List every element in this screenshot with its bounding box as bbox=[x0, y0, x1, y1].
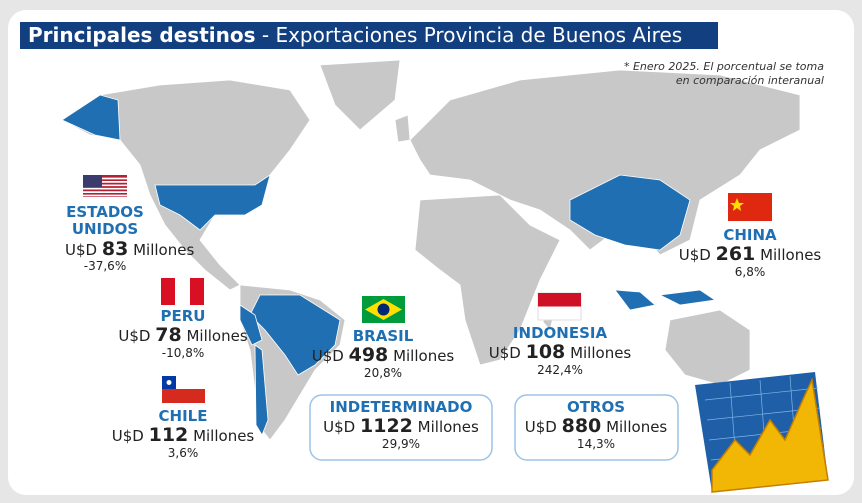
destination-change: -10,8% bbox=[161, 346, 205, 361]
note-line: * Enero 2025. El porcentual se toma bbox=[623, 60, 824, 73]
note: * Enero 2025. El porcentual se toma en co… bbox=[624, 60, 824, 89]
currency: U$D bbox=[65, 240, 98, 259]
destination-value: U$D 83 Millones bbox=[65, 237, 194, 261]
unit: Millones bbox=[193, 427, 255, 446]
destination-value: U$D 1122 Millones bbox=[323, 415, 479, 438]
title-bold: Principales destinos bbox=[28, 23, 256, 47]
destination-label: INDONESIA U$D 108 Millones 242,4% bbox=[488, 324, 632, 378]
destination-label: CHILE U$D 112 Millones 3,6% bbox=[111, 407, 255, 461]
highlighted-countries bbox=[61, 94, 717, 436]
destination-change: -37,6% bbox=[83, 259, 127, 274]
box bbox=[514, 394, 679, 461]
destination-label: BRASIL U$D 498 Millones 20,8% bbox=[311, 327, 455, 381]
destination-name: BRASIL bbox=[352, 327, 414, 345]
unit: Millones bbox=[760, 246, 822, 265]
destination-label: CHINA U$D 261 Millones 6,8% bbox=[678, 226, 822, 280]
currency: U$D bbox=[488, 344, 521, 363]
unit: Millones bbox=[393, 347, 455, 366]
destination-name: OTROS bbox=[566, 398, 626, 416]
unit: Millones bbox=[417, 418, 479, 437]
destination-change: 6,8% bbox=[734, 265, 766, 280]
destination-name: ESTADOS UNIDOS bbox=[66, 203, 144, 239]
destination-name: CHINA bbox=[723, 226, 777, 244]
unit: Millones bbox=[570, 344, 632, 363]
unit: Millones bbox=[186, 327, 248, 346]
destination-name: PERU bbox=[160, 307, 206, 325]
destination-name: INDONESIA bbox=[512, 324, 608, 342]
currency: U$D bbox=[678, 246, 711, 265]
destination-name: CHILE bbox=[158, 407, 208, 425]
destination-name: INDETERMINADO bbox=[329, 398, 473, 416]
destination-value: U$D 880 Millones bbox=[524, 415, 668, 438]
destination-change: 14,3% bbox=[576, 437, 616, 452]
destination-label: INDETERMINADO U$D 1122 Millones 29,9% bbox=[323, 398, 479, 452]
destination-value: U$D 112 Millones bbox=[111, 424, 255, 447]
destination-change: 3,6% bbox=[167, 446, 199, 461]
destination-value: U$D 108 Millones bbox=[488, 341, 632, 364]
destination-value: U$D 498 Millones bbox=[311, 344, 455, 367]
currency: U$D bbox=[118, 327, 151, 346]
currency: U$D bbox=[323, 418, 356, 437]
amount: 83 bbox=[101, 237, 129, 260]
note-line: en comparación interanual bbox=[675, 74, 824, 88]
amount: 880 bbox=[561, 415, 602, 438]
chart-icon bbox=[695, 372, 829, 493]
destination-label: PERU U$D 78 Millones -10,8% bbox=[118, 307, 248, 361]
flags bbox=[83, 175, 772, 403]
unit: Millones bbox=[606, 418, 668, 437]
amount: 498 bbox=[348, 344, 389, 367]
destination-label: ESTADOS UNIDOS U$D 83 Millones -37,6% bbox=[65, 203, 194, 274]
currency: U$D bbox=[524, 418, 557, 437]
destination-label: OTROS U$D 880 Millones 14,3% bbox=[524, 398, 668, 452]
destination-change: 20,8% bbox=[363, 366, 403, 381]
destination-change: 242,4% bbox=[537, 363, 583, 378]
amount: 78 bbox=[155, 324, 182, 347]
destination-value: U$D 78 Millones bbox=[118, 324, 248, 347]
destination-change: 29,9% bbox=[381, 437, 421, 452]
box bbox=[309, 394, 493, 461]
amount: 261 bbox=[715, 243, 756, 266]
currency: U$D bbox=[111, 427, 144, 446]
title-bar: Principales destinos - Exportaciones Pro… bbox=[20, 22, 718, 49]
amount: 112 bbox=[148, 424, 189, 447]
unit: Millones bbox=[133, 240, 195, 259]
destination-value: U$D 261 Millones bbox=[678, 243, 822, 266]
currency: U$D bbox=[311, 347, 344, 366]
title-rest: - Exportaciones Provincia de Buenos Aire… bbox=[261, 23, 683, 47]
amount: 108 bbox=[525, 341, 566, 364]
amount: 1122 bbox=[360, 415, 413, 438]
